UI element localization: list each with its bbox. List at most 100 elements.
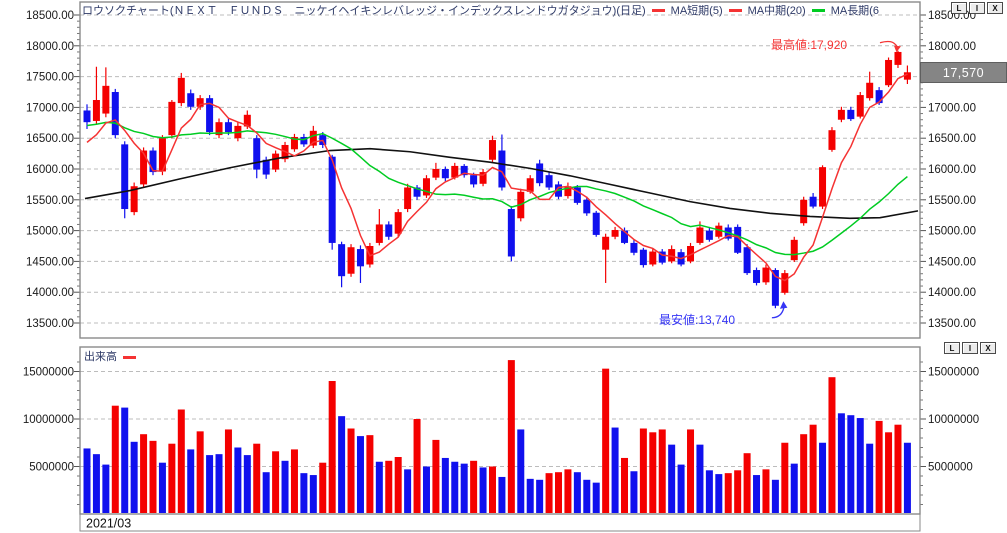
candle: [885, 59, 893, 86]
volume-bar: [187, 449, 195, 513]
volume-bar: [526, 478, 534, 513]
candle: [272, 153, 280, 170]
candle: [130, 186, 138, 213]
volume-bar: [328, 381, 336, 513]
candle: [243, 114, 251, 127]
candle: [149, 150, 157, 173]
volume-bar: [696, 444, 704, 513]
candle: [856, 95, 864, 117]
candle: [224, 122, 232, 133]
last-price-badge: 17,570: [920, 62, 1007, 83]
svg-text:16000.00: 16000.00: [928, 164, 976, 176]
candle: [809, 196, 817, 207]
candle: [441, 169, 449, 179]
candle: [460, 165, 468, 176]
volume-pane-info-button[interactable]: I: [962, 342, 978, 354]
candle: [781, 273, 789, 293]
volume-bar: [422, 466, 430, 513]
candle: [649, 251, 657, 265]
price-pane-close-button[interactable]: X: [987, 2, 1003, 14]
volume-bar: [253, 443, 261, 513]
candle: [847, 109, 855, 120]
volume-bar: [875, 420, 883, 513]
svg-text:10000000: 10000000: [23, 414, 74, 426]
volume-bar: [149, 440, 157, 513]
volume-bar: [196, 431, 204, 513]
candle: [102, 85, 110, 114]
price-pane-info-button[interactable]: I: [969, 2, 985, 14]
volume-bar: [338, 416, 346, 513]
x-axis-label: 2021/03: [86, 517, 131, 531]
volume-bar: [837, 413, 845, 513]
volume-bar: [121, 407, 129, 513]
ma-mid-dash-icon: [811, 9, 825, 12]
candle: [734, 226, 742, 253]
candle: [451, 165, 459, 178]
volume-bar: [460, 463, 468, 513]
volume-bar: [630, 471, 638, 513]
volume-bars: [83, 360, 911, 513]
svg-text:13500.00: 13500.00: [26, 318, 74, 330]
candle: [140, 150, 148, 185]
candle: [771, 270, 779, 306]
ma-mid-line: [86, 121, 908, 256]
candle: [309, 130, 317, 146]
volume-bar: [224, 429, 232, 513]
svg-text:18500.00: 18500.00: [26, 10, 74, 22]
candle: [545, 175, 553, 188]
svg-text:14000.00: 14000.00: [928, 287, 976, 299]
panel-frames: [79, 1, 921, 532]
volume-bar: [300, 473, 308, 513]
volume-bar: [394, 457, 402, 513]
candle: [432, 169, 440, 178]
volume-bar: [573, 472, 581, 513]
legend-ma-mid-label: MA中期(20): [747, 4, 806, 17]
volume-bar: [809, 424, 817, 513]
candle: [121, 144, 129, 210]
candle: [903, 72, 911, 80]
volume-bar: [234, 447, 242, 513]
volume-bar: [668, 444, 676, 513]
candle: [668, 249, 676, 262]
volume-bar: [479, 467, 487, 513]
volume-pane-buttons: L I X: [944, 342, 996, 354]
candle: [800, 199, 808, 224]
volume-pane-close-button[interactable]: X: [980, 342, 996, 354]
volume-bar: [856, 418, 864, 513]
candle: [658, 251, 666, 263]
price-pane-large-button[interactable]: L: [951, 2, 967, 14]
candle: [262, 159, 270, 175]
volume-bar: [536, 479, 544, 513]
svg-text:15000.00: 15000.00: [928, 226, 976, 238]
volume-bar: [498, 476, 506, 513]
volume-pane-large-button[interactable]: L: [944, 342, 960, 354]
volume-bar: [488, 466, 496, 513]
candle: [828, 130, 836, 150]
volume-bar: [319, 462, 327, 513]
candle: [526, 178, 534, 192]
candle-series-dash-icon: [651, 9, 665, 12]
candle: [385, 224, 393, 237]
candle: [111, 92, 119, 136]
volume-bar: [790, 463, 798, 513]
candle: [573, 187, 581, 203]
volume-bar: [592, 482, 600, 513]
volume-bar: [111, 405, 119, 513]
candle: [92, 100, 100, 121]
volume-bar: [347, 428, 355, 513]
svg-text:10000000: 10000000: [928, 414, 979, 426]
candle: [696, 227, 704, 243]
volume-title: 出来高: [84, 350, 117, 363]
volume-bar: [885, 432, 893, 513]
ma-long-line: [84, 147, 919, 220]
volume-bar: [724, 473, 732, 513]
volume-bar: [639, 428, 647, 513]
candle: [894, 51, 902, 65]
high-annotation: 最高値:17,920: [771, 38, 848, 52]
candlesticks: [83, 50, 911, 309]
volume-bar: [92, 454, 100, 513]
candle: [404, 187, 412, 210]
svg-text:5000000: 5000000: [29, 462, 74, 474]
volume-bar: [819, 442, 827, 513]
